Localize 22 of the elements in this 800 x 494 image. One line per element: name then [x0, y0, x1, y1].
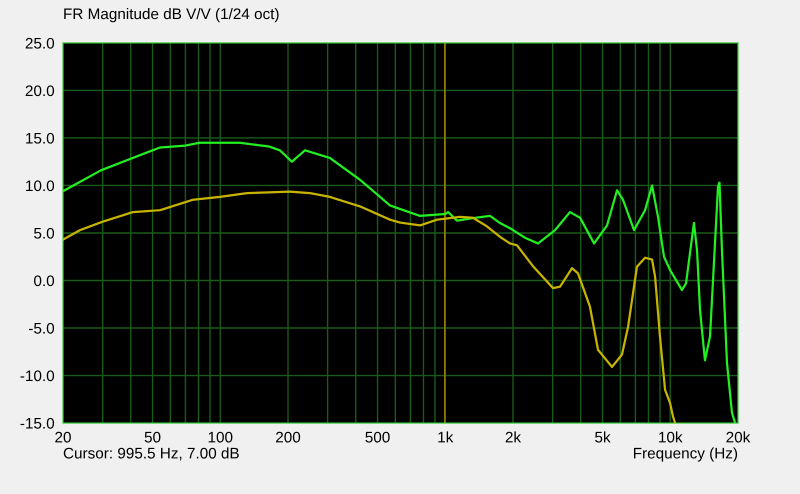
- x-tick-label: 2k: [506, 431, 522, 442]
- x-tick-label: 100: [208, 432, 232, 443]
- x-tick-label: 200: [276, 432, 300, 443]
- y-tick-label: -5.0: [29, 322, 54, 334]
- y-tick-label: 0.0: [34, 275, 54, 286]
- x-tick-label: 5k: [595, 431, 611, 443]
- chart-title: FR Magnitude dB V/V (1/24 oct): [64, 8, 279, 22]
- y-tick-label: 20.0: [26, 85, 54, 96]
- x-tick-label: 20: [55, 432, 71, 443]
- y-tick-label: 5.0: [34, 228, 54, 239]
- x-tick-label: 1k: [438, 431, 454, 442]
- x-axis-title: Frequency (Hz): [634, 447, 738, 462]
- x-tick-label: 50: [144, 432, 160, 443]
- x-tick-label: 20k: [726, 431, 750, 443]
- y-tick-label: 10.0: [26, 180, 54, 192]
- y-tick-label: 25.0: [26, 38, 54, 49]
- y-tick-label: -10.0: [20, 370, 54, 382]
- y-tick-label: 15.0: [26, 132, 54, 144]
- text: Cursor: 995.5 Hz, 7.00 dB: [64, 447, 239, 460]
- x-tick-label: 10k: [659, 431, 683, 443]
- x-tick-label: 500: [365, 432, 390, 443]
- y-tick-label: -15.0: [20, 418, 54, 429]
